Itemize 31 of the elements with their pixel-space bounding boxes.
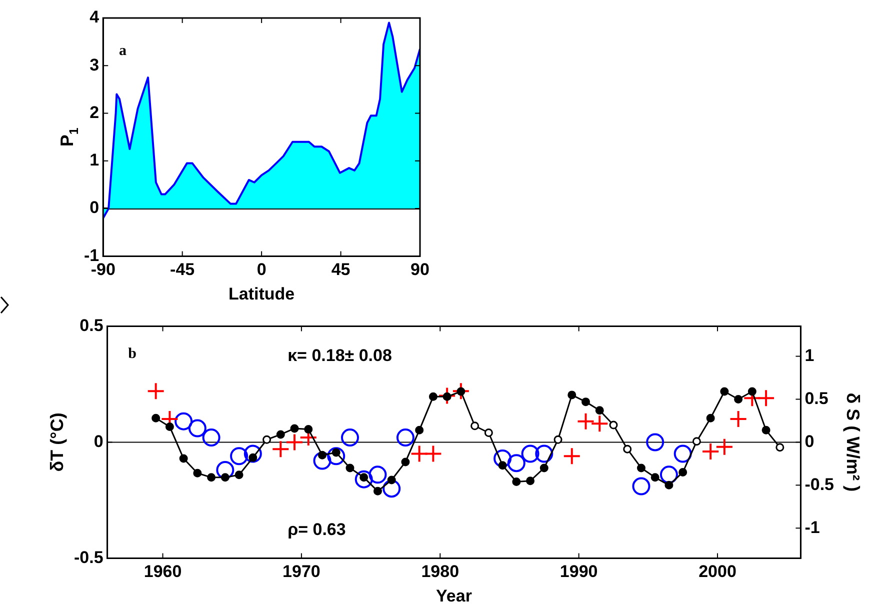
x-tick-label: 0 bbox=[256, 260, 266, 280]
annotation: a bbox=[118, 43, 127, 60]
y2-tick-label: -1 bbox=[804, 518, 820, 537]
annotation: κ= 0.18± 0.08 bbox=[288, 346, 392, 366]
x-tick-label: 2000 bbox=[698, 562, 736, 582]
x-tick-label: 1990 bbox=[560, 562, 598, 582]
y-tick-label: 1 bbox=[90, 150, 100, 170]
y-axis-title: P1 bbox=[56, 128, 81, 147]
y-tick-label: 0 bbox=[94, 432, 104, 451]
y-tick-label: 0 bbox=[90, 198, 100, 218]
annotation: ρ= 0.63 bbox=[288, 520, 346, 540]
x-axis-title: Latitude bbox=[228, 284, 295, 304]
annotation: b bbox=[128, 346, 136, 362]
x-tick-label: 1980 bbox=[421, 562, 460, 582]
y2-axis-title: δ S ( W/m² ) bbox=[843, 392, 864, 492]
y-tick-label: 2 bbox=[90, 102, 100, 122]
y-tick-label: 3 bbox=[90, 55, 100, 74]
x-tick-label: 45 bbox=[331, 260, 350, 280]
x-axis-title: Year bbox=[436, 586, 472, 606]
y-tick-label: 4 bbox=[90, 8, 100, 27]
y-tick-label: 0.5 bbox=[80, 316, 104, 335]
y2-tick-label: 0.5 bbox=[804, 388, 828, 408]
x-tick-label: 1970 bbox=[282, 562, 320, 582]
x-tick-label: 90 bbox=[410, 260, 430, 280]
x-tick-label: 1960 bbox=[144, 562, 182, 582]
y2-tick-label: 0 bbox=[804, 432, 814, 451]
y2-tick-label: -0.5 bbox=[804, 474, 834, 494]
y-axis-title: δT (°C) bbox=[46, 412, 67, 472]
y-tick-label: -0.5 bbox=[74, 548, 104, 567]
x-tick-label: -45 bbox=[170, 260, 195, 280]
y2-tick-label: 1 bbox=[804, 346, 814, 365]
